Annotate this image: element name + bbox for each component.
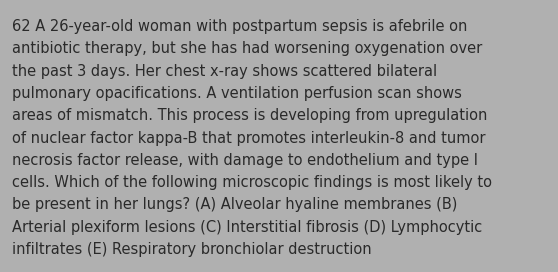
Text: cells. Which of the following microscopic findings is most likely to: cells. Which of the following microscopi… — [12, 175, 492, 190]
Text: pulmonary opacifications. A ventilation perfusion scan shows: pulmonary opacifications. A ventilation … — [12, 86, 462, 101]
Text: be present in her lungs? (A) Alveolar hyaline membranes (B): be present in her lungs? (A) Alveolar hy… — [12, 197, 458, 212]
Text: 62 A 26-year-old woman with postpartum sepsis is afebrile on: 62 A 26-year-old woman with postpartum s… — [12, 19, 468, 34]
Text: the past 3 days. Her chest x-ray shows scattered bilateral: the past 3 days. Her chest x-ray shows s… — [12, 64, 437, 79]
Text: antibiotic therapy, but she has had worsening oxygenation over: antibiotic therapy, but she has had wors… — [12, 41, 483, 56]
Text: areas of mismatch. This process is developing from upregulation: areas of mismatch. This process is devel… — [12, 108, 488, 123]
Text: necrosis factor release, with damage to endothelium and type I: necrosis factor release, with damage to … — [12, 153, 478, 168]
Text: Arterial plexiform lesions (C) Interstitial fibrosis (D) Lymphocytic: Arterial plexiform lesions (C) Interstit… — [12, 220, 483, 235]
Text: infiltrates (E) Respiratory bronchiolar destruction: infiltrates (E) Respiratory bronchiolar … — [12, 242, 372, 257]
Text: of nuclear factor kappa-B that promotes interleukin-8 and tumor: of nuclear factor kappa-B that promotes … — [12, 131, 486, 146]
